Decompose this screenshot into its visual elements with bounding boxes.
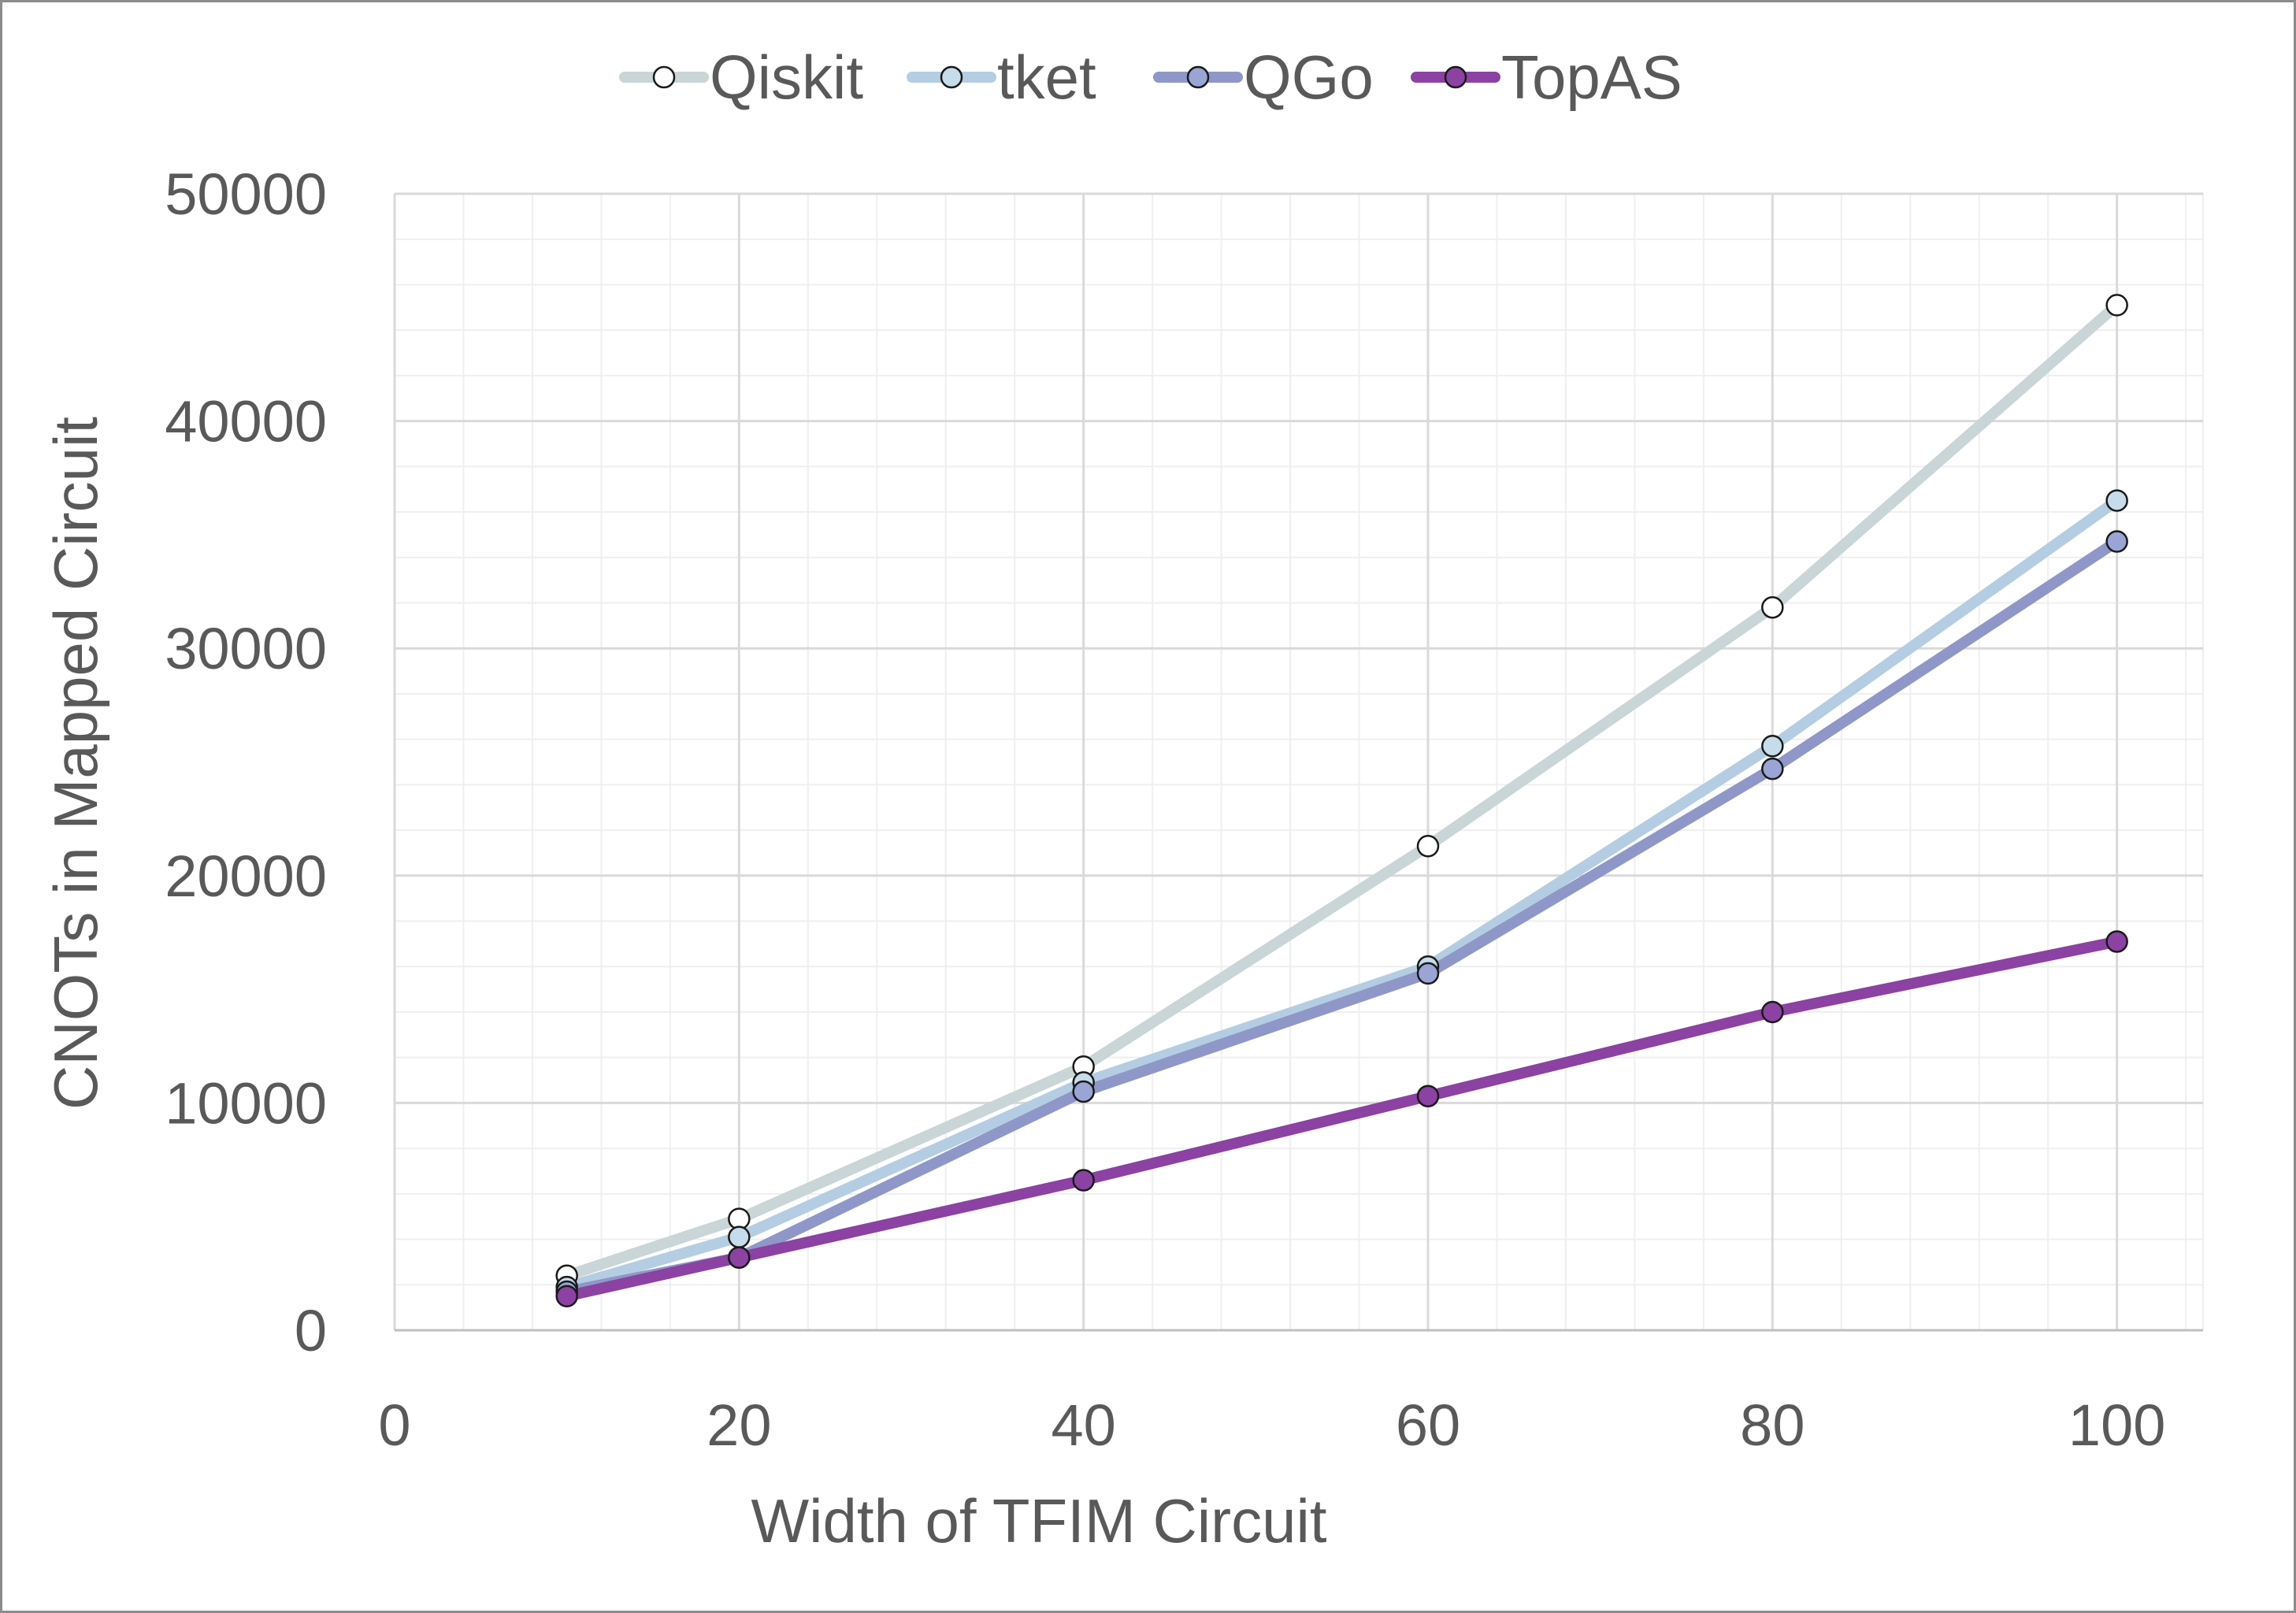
y-tick-label: 40000 <box>165 389 327 454</box>
series-line-qiskit <box>561 299 2123 1281</box>
legend-item-topas: TopAS <box>1411 43 1682 112</box>
data-point-qiskit <box>1761 596 1784 619</box>
series-line-topas <box>561 936 2123 1302</box>
data-point-tket <box>1761 735 1784 758</box>
x-axis-title: Width of TFIM Circuit <box>751 1486 1327 1556</box>
legend-swatch-marker <box>1444 65 1467 89</box>
legend-swatch-marker <box>940 65 963 89</box>
legend-item-tket: tket <box>907 43 1096 112</box>
x-tick-label: 20 <box>707 1392 771 1458</box>
data-point-tket <box>728 1226 751 1248</box>
data-point-qgo <box>2105 530 2128 553</box>
legend-label: TopAS <box>1501 43 1682 112</box>
data-point-qgo <box>1072 1080 1095 1103</box>
y-tick-label: 10000 <box>165 1070 327 1136</box>
axes <box>393 194 2203 1332</box>
data-point-qiskit <box>2105 294 2128 317</box>
data-point-qiskit <box>1416 835 1440 858</box>
legend-item-qiskit: Qiskit <box>619 43 863 112</box>
series-markers <box>555 294 2128 1307</box>
legend-item-qgo: QGo <box>1153 43 1374 112</box>
x-tick-label: 40 <box>1052 1392 1116 1458</box>
minor-gridlines <box>395 194 2204 1330</box>
y-tick-label: 50000 <box>165 161 327 227</box>
x-tick-label: 100 <box>2068 1392 2165 1458</box>
x-tick-label: 60 <box>1396 1392 1460 1458</box>
x-tick-label: 0 <box>378 1392 410 1458</box>
legend-swatch-marker <box>1186 65 1210 89</box>
x-axis-tick-labels: 0 20 40 60 80 100 <box>378 1392 2165 1458</box>
data-point-topas <box>2105 930 2128 953</box>
series-line-qgo <box>561 536 2123 1297</box>
data-point-qgo <box>1416 962 1440 985</box>
major-gridlines <box>395 192 2203 1330</box>
data-point-topas <box>1416 1085 1440 1107</box>
series-line-tket <box>561 495 2123 1293</box>
data-point-topas <box>555 1285 578 1307</box>
x-tick-label: 80 <box>1740 1392 1805 1458</box>
legend-label: QGo <box>1244 43 1374 112</box>
data-point-topas <box>1072 1169 1095 1192</box>
y-tick-label: 20000 <box>165 844 327 909</box>
legend-swatch-marker <box>652 65 676 89</box>
data-point-qgo <box>1761 757 1784 781</box>
y-tick-label: 0 <box>295 1298 327 1363</box>
legend-label: tket <box>997 43 1096 112</box>
data-point-tket <box>2105 489 2128 512</box>
y-axis-title: CNOTs in Mapped Circuit <box>41 417 110 1110</box>
y-axis-tick-labels: 0 10000 20000 30000 40000 50000 <box>165 161 327 1363</box>
legend: Qiskit tket QGo TopAS <box>619 43 1682 112</box>
series-lines <box>561 299 2123 1302</box>
y-tick-label: 30000 <box>165 616 327 681</box>
legend-label: Qiskit <box>710 43 863 112</box>
data-point-topas <box>1761 1000 1784 1024</box>
data-point-topas <box>728 1246 751 1269</box>
